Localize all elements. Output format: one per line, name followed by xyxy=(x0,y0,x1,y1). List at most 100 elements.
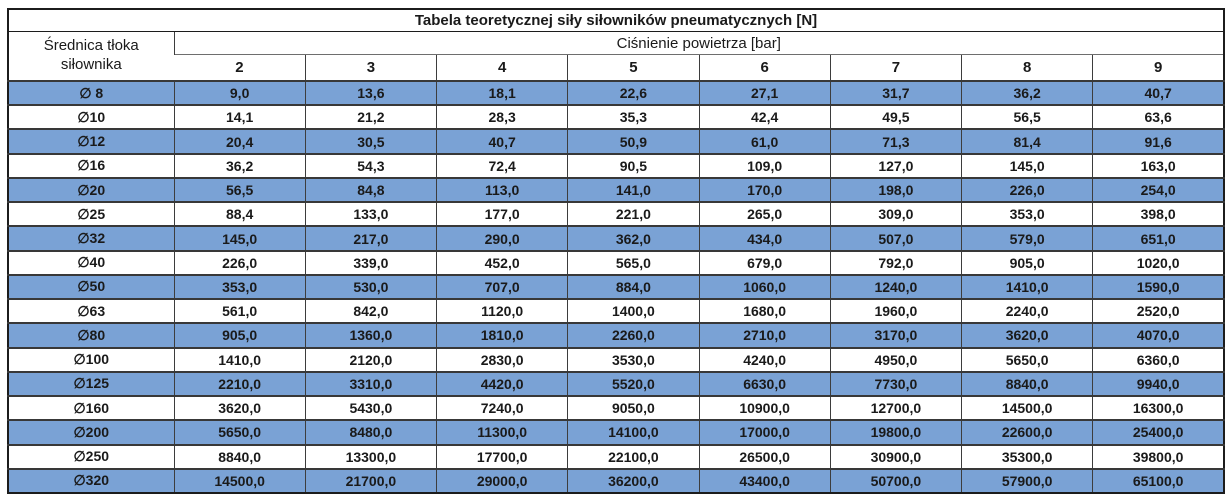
diameter-label: ∅200 xyxy=(8,419,174,445)
force-value-cell: 133,0 xyxy=(304,201,437,227)
force-value-cell: 39800,0 xyxy=(1092,443,1224,469)
table-row: ∅ 8 9,0 13,6 18,1 22,6 27,1 31,7 36,2 40,7 xyxy=(8,79,1224,106)
diameter-label: ∅250 xyxy=(8,443,174,469)
force-value-cell: 3620,0 xyxy=(173,395,306,421)
diameter-label: ∅100 xyxy=(8,346,174,372)
diameter-label: ∅320 xyxy=(8,467,174,493)
force-value-cell: 1360,0 xyxy=(304,322,437,348)
force-value-cell: 1120,0 xyxy=(435,298,568,324)
force-value-cell: 50,9 xyxy=(567,128,699,154)
force-value-cell: 113,0 xyxy=(435,176,568,203)
diameter-label: ∅20 xyxy=(8,176,174,203)
force-value-cell: 452,0 xyxy=(435,249,568,275)
force-value-cell: 17000,0 xyxy=(698,419,831,445)
force-value-cell: 3170,0 xyxy=(829,322,962,348)
table-row: ∅100 1410,0 2120,0 2830,0 3530,0 4240,0 4950,0… xyxy=(8,346,1224,372)
force-value-cell: 91,6 xyxy=(1092,128,1224,154)
force-value-cell: 12700,0 xyxy=(829,395,962,421)
force-value-cell: 507,0 xyxy=(829,225,962,251)
diameter-label: ∅12 xyxy=(8,128,174,154)
force-value-cell: 884,0 xyxy=(567,273,699,300)
force-value-cell: 28,3 xyxy=(435,104,568,130)
force-value-cell: 36200,0 xyxy=(567,467,699,493)
force-value-cell: 565,0 xyxy=(567,249,699,275)
force-value-cell: 2260,0 xyxy=(567,322,699,348)
diameter-label: ∅40 xyxy=(8,249,174,275)
force-value-cell: 35300,0 xyxy=(960,443,1093,469)
force-value-cell: 6630,0 xyxy=(698,370,831,397)
force-value-cell: 792,0 xyxy=(829,249,962,275)
force-value-cell: 40,7 xyxy=(1092,79,1224,106)
force-value-cell: 72,4 xyxy=(435,152,568,178)
force-value-cell: 71,3 xyxy=(829,128,962,154)
force-value-cell: 651,0 xyxy=(1092,225,1224,251)
force-value-cell: 353,0 xyxy=(960,201,1093,227)
force-value-cell: 5650,0 xyxy=(173,419,306,445)
diameter-header-line1: Średnica tłoka xyxy=(43,37,139,55)
force-value-cell: 4950,0 xyxy=(829,346,962,372)
table-row: ∅32 145,0 217,0 290,0 362,0 434,0 507,0 579,0 65… xyxy=(8,225,1224,251)
force-value-cell: 177,0 xyxy=(435,201,568,227)
force-value-cell: 14500,0 xyxy=(960,395,1093,421)
force-value-cell: 13,6 xyxy=(304,79,437,106)
force-value-cell: 56,5 xyxy=(960,104,1093,130)
force-value-cell: 309,0 xyxy=(829,201,962,227)
force-value-cell: 9,0 xyxy=(173,79,306,106)
force-value-cell: 9940,0 xyxy=(1092,370,1224,397)
pressure-column-header: 3 xyxy=(304,54,437,81)
pneumatic-force-table: Tabela teoretycznej siły siłowników pneu… xyxy=(7,8,1225,494)
diameter-label: ∅63 xyxy=(8,298,174,324)
table-row: ∅125 2210,0 3310,0 4420,0 5520,0 6630,0 7730,0… xyxy=(8,370,1224,397)
force-value-cell: 398,0 xyxy=(1092,201,1224,227)
pressure-column-header: 7 xyxy=(829,54,962,81)
table-row: ∅80 905,0 1360,0 1810,0 2260,0 2710,0 3170,0 36… xyxy=(8,322,1224,348)
force-value-cell: 30,5 xyxy=(304,128,437,154)
force-value-cell: 7730,0 xyxy=(829,370,962,397)
force-value-cell: 3310,0 xyxy=(304,370,437,397)
diameter-header-line2: siłownika xyxy=(60,56,122,73)
force-value-cell: 50700,0 xyxy=(829,467,962,493)
force-value-cell: 9050,0 xyxy=(567,395,699,421)
force-value-cell: 22100,0 xyxy=(567,443,699,469)
force-value-cell: 3530,0 xyxy=(567,346,699,372)
table-row: ∅12 20,4 30,5 40,7 50,9 61,0 71,3 81,4 91,6 xyxy=(8,128,1224,154)
force-value-cell: 5430,0 xyxy=(304,395,437,421)
table-row: ∅200 5650,0 8480,0 11300,0 14100,0 17000,0 198… xyxy=(8,419,1224,445)
force-value-cell: 21,2 xyxy=(304,104,437,130)
table-row: ∅16 36,2 54,3 72,4 90,5 109,0 127,0 145,0 163,0 xyxy=(8,152,1224,178)
force-value-cell: 90,5 xyxy=(567,152,699,178)
force-value-cell: 1060,0 xyxy=(698,273,831,300)
force-value-cell: 1810,0 xyxy=(435,322,568,348)
force-value-cell: 8840,0 xyxy=(960,370,1093,397)
force-value-cell: 56,5 xyxy=(173,176,306,203)
force-value-cell: 2520,0 xyxy=(1092,298,1224,324)
force-value-cell: 145,0 xyxy=(960,152,1093,178)
force-value-cell: 63,6 xyxy=(1092,104,1224,130)
force-value-cell: 8480,0 xyxy=(304,419,437,445)
force-value-cell: 1410,0 xyxy=(173,346,306,372)
force-value-cell: 226,0 xyxy=(173,249,306,275)
force-value-cell: 4420,0 xyxy=(435,370,568,397)
force-value-cell: 81,4 xyxy=(960,128,1093,154)
force-value-cell: 217,0 xyxy=(304,225,437,251)
force-value-cell: 339,0 xyxy=(304,249,437,275)
table-row: ∅40 226,0 339,0 452,0 565,0 679,0 792,0 905,0 10… xyxy=(8,249,1224,275)
force-value-cell: 265,0 xyxy=(698,201,831,227)
force-value-cell: 707,0 xyxy=(435,273,568,300)
force-value-cell: 88,4 xyxy=(173,201,306,227)
force-value-cell: 905,0 xyxy=(173,322,306,348)
table-row: ∅10 14,1 21,2 28,3 35,3 42,4 49,5 56,5 63,6 xyxy=(8,104,1224,130)
force-value-cell: 1590,0 xyxy=(1092,273,1224,300)
table-row: ∅250 8840,0 13300,0 17700,0 22100,0 26500,0 30… xyxy=(8,443,1224,469)
force-value-cell: 11300,0 xyxy=(435,419,568,445)
table-title: Tabela teoretycznej siły siłowników pneu… xyxy=(8,9,1224,32)
force-value-cell: 1400,0 xyxy=(567,298,699,324)
pressure-column-header: 9 xyxy=(1092,54,1224,81)
force-value-cell: 2240,0 xyxy=(960,298,1093,324)
force-value-cell: 17700,0 xyxy=(435,443,568,469)
force-value-cell: 1020,0 xyxy=(1092,249,1224,275)
force-value-cell: 19800,0 xyxy=(829,419,962,445)
force-value-cell: 27,1 xyxy=(698,79,831,106)
